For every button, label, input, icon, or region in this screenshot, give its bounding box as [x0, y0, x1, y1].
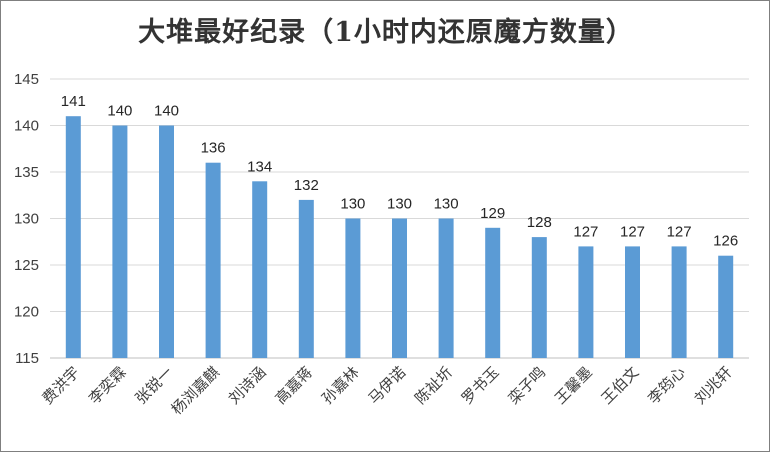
x-tick-label: 陈祉圻	[411, 363, 456, 408]
x-tick-label: 王伯文	[598, 363, 643, 408]
bar	[345, 218, 361, 358]
bars	[65, 116, 734, 358]
data-label: 127	[573, 223, 598, 240]
x-tick-label: 刘诗涵	[225, 363, 270, 408]
chart-title: 大堆最好纪录（1小时内还原魔方数量）	[138, 16, 634, 48]
bar	[205, 162, 221, 358]
data-label: 128	[527, 214, 552, 231]
data-label: 140	[154, 103, 179, 120]
bar	[159, 125, 174, 358]
data-label: 134	[247, 158, 272, 175]
x-tick-label: 栾子鸣	[505, 363, 550, 408]
bar	[718, 255, 734, 358]
y-tick-label: 115	[15, 350, 39, 367]
data-label: 127	[667, 223, 692, 240]
bar	[438, 218, 454, 358]
bar	[252, 181, 268, 358]
x-tick-label: 费洪宇	[39, 363, 84, 408]
bar	[531, 237, 547, 358]
x-tick-label: 罗书玉	[458, 363, 503, 408]
x-tick-label: 王馨墨	[551, 363, 596, 408]
x-tick-label: 杨浏嘉麒	[168, 363, 223, 418]
data-label: 132	[294, 177, 319, 194]
bar	[112, 125, 128, 358]
data-labels: 141 140 140 136 134 132 130 130 130 129 128 127 127 1…	[61, 93, 738, 250]
y-tick-label: 130	[14, 211, 39, 228]
data-label: 127	[620, 223, 645, 240]
bar	[625, 246, 640, 358]
x-tick-label: 马伊诺	[365, 363, 410, 408]
data-label: 130	[387, 196, 412, 213]
bar	[298, 199, 314, 358]
bar	[392, 218, 407, 358]
data-label: 130	[434, 196, 459, 213]
data-label: 129	[480, 205, 505, 222]
y-axis-ticks: 115 120 125 130 135 140 145	[14, 71, 39, 367]
data-label: 141	[61, 93, 86, 110]
y-tick-label: 120	[14, 304, 39, 321]
x-tick-label: 张锐一	[132, 363, 177, 408]
y-tick-label: 135	[14, 164, 39, 181]
x-tick-label: 李奕霖	[85, 363, 130, 408]
x-tick-label: 李筠心	[644, 363, 689, 408]
bar	[671, 246, 687, 358]
data-label: 140	[107, 103, 132, 120]
data-label: 130	[340, 196, 365, 213]
x-tick-label: 孙嘉林	[318, 363, 363, 408]
bar	[578, 246, 594, 358]
y-tick-label: 140	[14, 118, 39, 135]
y-tick-label: 125	[14, 257, 39, 274]
x-tick-label: 刘兆轩	[691, 363, 736, 408]
bar	[65, 116, 81, 358]
bar	[485, 227, 501, 358]
data-label: 126	[713, 233, 738, 250]
y-tick-label: 145	[14, 71, 39, 88]
data-label: 136	[201, 140, 226, 157]
x-tick-label: 高嘉蒋	[272, 363, 317, 408]
